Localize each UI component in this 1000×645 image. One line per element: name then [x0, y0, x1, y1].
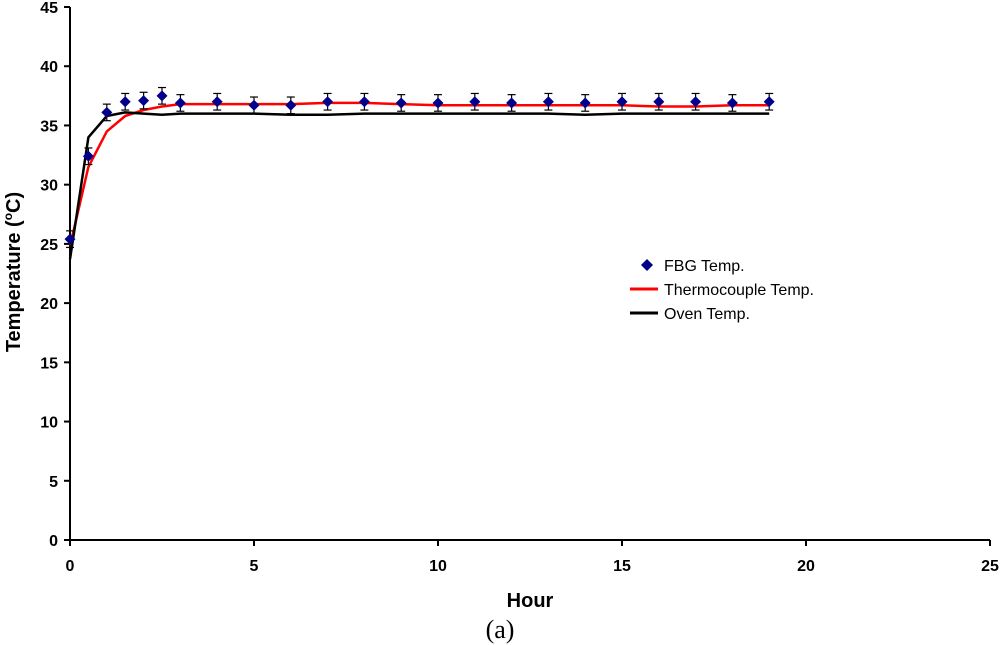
fbg-temp-point — [248, 96, 260, 115]
diamond-marker — [395, 97, 407, 109]
diamond-marker — [285, 99, 297, 111]
legend-item: FBG Temp. — [641, 258, 745, 275]
fbg-temp-point — [156, 86, 168, 105]
fbg-temp-point — [174, 94, 186, 112]
fbg-temp-point — [64, 230, 76, 249]
diamond-marker — [579, 97, 591, 109]
y-axis-title-degree: o — [1, 213, 15, 220]
legend-label: Oven Temp. — [664, 306, 750, 323]
fbg-temp-point — [616, 92, 628, 111]
fbg-temp-point — [211, 92, 223, 111]
y-tick-label: 35 — [40, 118, 58, 135]
x-tick-label: 5 — [250, 558, 259, 575]
legend-label: FBG Temp. — [664, 258, 745, 275]
diamond-marker — [156, 90, 168, 102]
plot-area — [64, 86, 775, 260]
diamond-marker — [763, 96, 775, 108]
diamond-marker — [690, 96, 702, 108]
diamond-marker — [211, 96, 223, 108]
diamond-marker — [542, 96, 554, 108]
fbg-temp-point — [138, 91, 150, 110]
fbg-temp-point — [690, 92, 702, 111]
diamond-marker — [322, 96, 334, 108]
y-tick-label: 20 — [40, 296, 58, 313]
fbg-temp-point — [506, 94, 518, 112]
fbg-temp-point — [101, 103, 113, 122]
y-tick-label: 45 — [40, 0, 58, 17]
y-axis-title-tail: C) — [3, 192, 25, 213]
diamond-marker — [101, 106, 113, 118]
x-tick-label: 25 — [981, 558, 999, 575]
y-tick-label: 30 — [40, 178, 58, 195]
diamond-marker — [82, 150, 94, 162]
fbg-temp-point — [82, 147, 94, 166]
diamond-marker — [653, 96, 665, 108]
fbg-temp-point — [395, 94, 407, 112]
x-axis-title: Hour — [507, 590, 554, 612]
legend: FBG Temp. Thermocouple Temp. Oven Temp. — [630, 258, 814, 323]
y-tick-label: 10 — [40, 415, 58, 432]
thermocouple-temp-line — [68, 101, 770, 247]
y-tick-label: 0 — [49, 533, 58, 550]
diamond-marker — [726, 97, 738, 109]
fbg-temp-point — [322, 92, 334, 111]
fbg-temp-point — [358, 92, 370, 111]
legend-diamond-marker — [641, 259, 653, 271]
diamond-marker — [432, 97, 444, 109]
y-tick-label: 25 — [40, 237, 58, 254]
y-tick-label: 40 — [40, 59, 58, 76]
fbg-temp-point — [579, 94, 591, 112]
y-axis-title-main: Temperature ( — [3, 220, 25, 352]
y-axis-title: Temperature (oC) — [1, 192, 25, 352]
y-tick-label: 5 — [49, 474, 58, 491]
oven-temp-line — [68, 111, 770, 260]
fbg-temp-point — [542, 92, 554, 111]
x-tick-label: 10 — [429, 558, 447, 575]
x-tick-label: 20 — [797, 558, 815, 575]
diamond-marker — [119, 96, 131, 108]
diamond-marker — [506, 97, 518, 109]
diamond-marker — [616, 96, 628, 108]
axes: 0 5 10 15 20 25 30 35 40 45 0 5 10 15 20 25 — [40, 0, 999, 575]
fbg-temp-point — [763, 92, 775, 111]
diamond-marker — [174, 97, 186, 109]
x-tick-label: 0 — [66, 558, 75, 575]
diamond-marker — [469, 96, 481, 108]
diamond-marker — [64, 233, 76, 245]
fbg-temp-point — [726, 94, 738, 112]
legend-item: Oven Temp. — [630, 306, 750, 323]
legend-item: Thermocouple Temp. — [630, 282, 814, 299]
fbg-temp-point — [653, 92, 665, 111]
diamond-marker — [248, 99, 260, 111]
figure-caption: (a) — [486, 615, 515, 644]
fbg-temp-point — [285, 96, 297, 115]
fbg-temp-point — [469, 92, 481, 111]
diamond-marker — [138, 95, 150, 107]
fbg-temp-point — [432, 94, 444, 112]
y-tick-label: 15 — [40, 355, 58, 372]
diamond-marker — [358, 96, 370, 108]
legend-label: Thermocouple Temp. — [664, 282, 814, 299]
x-tick-label: 15 — [613, 558, 631, 575]
fbg-temp-point — [119, 92, 131, 111]
